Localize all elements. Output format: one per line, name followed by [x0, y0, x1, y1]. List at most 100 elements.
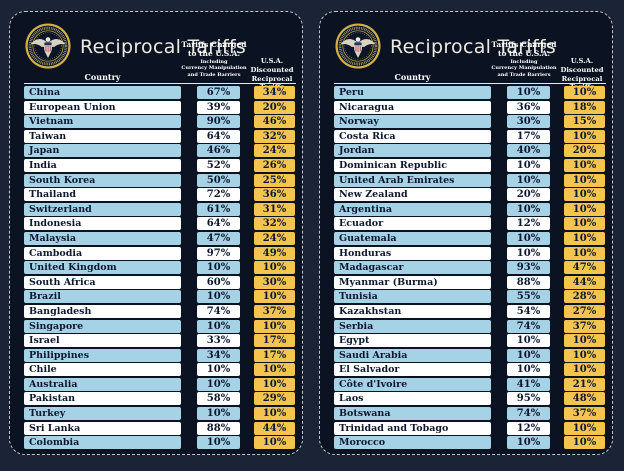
tariff-charged-cell: 74% — [197, 304, 240, 318]
discounted-tariff-cell: 10% — [564, 246, 605, 260]
discounted-tariff-cell: 49% — [254, 246, 295, 260]
table-row: Nicaragua 36% 18% — [334, 100, 606, 114]
discounted-tariff-cell: 26% — [254, 158, 295, 172]
tariff-charged-cell: 12% — [507, 217, 550, 231]
table-row: Cambodia 97% 49% — [24, 246, 296, 260]
table-row: Honduras 10% 10% — [334, 246, 606, 260]
table-row: Ecuador 12% 10% — [334, 217, 606, 231]
tariff-charged-cell: 93% — [507, 261, 550, 275]
country-cell: Japan — [24, 144, 181, 158]
tariff-charged-cell: 33% — [197, 334, 240, 348]
country-cell: South Africa — [24, 275, 181, 289]
tariff-charged-cell: 34% — [197, 348, 240, 362]
tariff-charged-cell: 41% — [507, 377, 550, 391]
country-cell: Thailand — [24, 188, 181, 202]
discounted-tariff-cell: 44% — [564, 275, 605, 289]
discounted-tariff-cell: 10% — [564, 348, 605, 362]
discounted-tariff-cell: 29% — [254, 392, 295, 406]
country-cell: Nicaragua — [334, 100, 491, 114]
charged-header-sub2: Currency Manipulation — [491, 65, 557, 72]
table-row: Serbia 74% 37% — [334, 319, 606, 333]
discounted-tariff-cell: 10% — [564, 217, 605, 231]
country-cell: Ecuador — [334, 217, 491, 231]
country-cell: Myanmar (Burma) — [334, 275, 491, 289]
discounted-tariff-cell: 10% — [564, 188, 605, 202]
header-divider — [334, 83, 606, 84]
table-row: New Zealand 20% 10% — [334, 188, 606, 202]
tariff-table: China 67% 34% European Union 39% 20% Vie… — [24, 86, 296, 450]
tariff-charged-cell: 36% — [507, 100, 550, 114]
discounted-tariff-cell: 20% — [564, 144, 605, 158]
tariff-charged-cell: 30% — [507, 115, 550, 129]
table-row: Tunisia 55% 28% — [334, 290, 606, 304]
column-header-tariffs-charged: Tariffs Charged to the U.S.A. Including … — [178, 40, 250, 78]
table-row: Singapore 10% 10% — [24, 319, 296, 333]
country-cell: El Salvador — [334, 363, 491, 377]
tariff-charged-cell: 88% — [507, 275, 550, 289]
table-row: Brazil 10% 10% — [24, 290, 296, 304]
table-row: Costa Rica 17% 10% — [334, 129, 606, 143]
tariff-charged-cell: 10% — [507, 334, 550, 348]
table-row: Chile 10% 10% — [24, 363, 296, 377]
table-row: Taiwan 64% 32% — [24, 129, 296, 143]
discounted-tariff-cell: 46% — [254, 115, 295, 129]
discounted-tariff-cell: 30% — [254, 275, 295, 289]
discounted-tariff-cell: 10% — [564, 129, 605, 143]
charged-header-sub2: Currency Manipulation — [181, 65, 247, 72]
discounted-tariff-cell: 47% — [564, 261, 605, 275]
country-cell: Serbia — [334, 319, 491, 333]
country-cell: Australia — [24, 377, 181, 391]
tariff-charged-cell: 10% — [197, 436, 240, 450]
table-row: Sri Lanka 88% 44% — [24, 421, 296, 435]
country-cell: Colombia — [24, 436, 181, 450]
country-cell: Kazakhstan — [334, 304, 491, 318]
tariff-charged-cell: 90% — [197, 115, 240, 129]
table-row: United Kingdom 10% 10% — [24, 261, 296, 275]
tariff-charged-cell: 10% — [507, 363, 550, 377]
discounted-tariff-cell: 44% — [254, 421, 295, 435]
tariff-charged-cell: 10% — [197, 261, 240, 275]
country-cell: Sri Lanka — [24, 421, 181, 435]
tariff-charged-cell: 10% — [197, 407, 240, 421]
country-cell: Switzerland — [24, 202, 181, 216]
table-row: Vietnam 90% 46% — [24, 115, 296, 129]
table-row: European Union 39% 20% — [24, 100, 296, 114]
table-row: Bangladesh 74% 37% — [24, 304, 296, 318]
country-cell: Egypt — [334, 334, 491, 348]
country-cell: Cambodia — [24, 246, 181, 260]
tariff-charged-cell: 72% — [197, 188, 240, 202]
tariff-charged-cell: 64% — [197, 217, 240, 231]
tariff-charged-cell: 74% — [507, 319, 550, 333]
tariff-charged-cell: 88% — [197, 421, 240, 435]
presidential-seal-icon — [335, 23, 381, 69]
country-cell: Madagascar — [334, 261, 491, 275]
tariff-charged-cell: 17% — [507, 129, 550, 143]
board-title: Reciprocal Tariffs — [390, 36, 557, 58]
charged-header-line2: to the U.S.A. — [187, 49, 241, 58]
country-cell: Israel — [24, 334, 181, 348]
country-cell: New Zealand — [334, 188, 491, 202]
discounted-tariff-cell: 32% — [254, 129, 295, 143]
country-cell: Pakistan — [24, 392, 181, 406]
tariff-charged-cell: 10% — [507, 202, 550, 216]
tariff-charged-cell: 97% — [197, 246, 240, 260]
column-header-tariffs-charged: Tariffs Charged to the U.S.A. Including … — [488, 40, 560, 78]
discounted-tariff-cell: 10% — [564, 86, 605, 99]
country-cell: Philippines — [24, 348, 181, 362]
table-row: United Arab Emirates 10% 10% — [334, 173, 606, 187]
table-row: Kazakhstan 54% 27% — [334, 304, 606, 318]
tariff-charged-cell: 10% — [197, 363, 240, 377]
tariff-board-right: Reciprocal Tariffs Tariffs Charged to th… — [319, 11, 613, 455]
country-cell: Vietnam — [24, 115, 181, 129]
country-cell: United Kingdom — [24, 261, 181, 275]
country-cell: European Union — [24, 100, 181, 114]
discounted-tariff-cell: 20% — [254, 100, 295, 114]
discounted-tariff-cell: 17% — [254, 334, 295, 348]
discounted-tariff-cell: 10% — [254, 436, 295, 450]
table-row: Myanmar (Burma) 88% 44% — [334, 275, 606, 289]
table-row: Indonesia 64% 32% — [24, 217, 296, 231]
table-row: Japan 46% 24% — [24, 144, 296, 158]
discounted-tariff-cell: 10% — [254, 290, 295, 304]
table-row: Laos 95% 48% — [334, 392, 606, 406]
charged-header-line2: to the U.S.A. — [497, 49, 551, 58]
